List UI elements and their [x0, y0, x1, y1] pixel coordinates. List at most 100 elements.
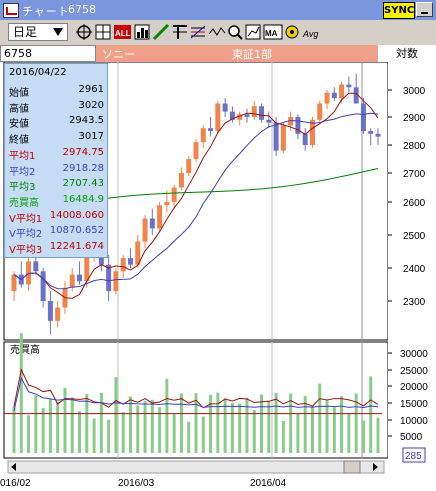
title-bar: チャート 6758 — [0, 0, 436, 20]
volume-bar — [150, 399, 154, 453]
volume-bar — [165, 379, 169, 453]
volume-bar — [172, 414, 176, 453]
all-icon[interactable]: ALL — [114, 25, 131, 39]
fibonacci-icon[interactable] — [190, 25, 206, 39]
volume-bar — [230, 402, 234, 453]
scroll-value: 285 — [405, 451, 422, 462]
cursor-icon[interactable] — [95, 24, 111, 40]
candle-body — [11, 274, 17, 292]
volume-bar — [274, 393, 278, 453]
candle-body — [120, 258, 126, 272]
info-row: V平均1 14008.060 — [9, 210, 106, 225]
candle-body — [368, 131, 374, 134]
volume-average-line — [13, 368, 379, 409]
candle-body — [295, 117, 301, 134]
scroll-left-icon[interactable] — [11, 463, 16, 471]
info-row-label: 安値 — [9, 119, 29, 131]
gear-icon[interactable] — [285, 25, 299, 39]
candle-body — [142, 218, 148, 242]
log-scale-toggle[interactable]: 対数 — [378, 45, 436, 62]
period-select[interactable]: 日足 — [8, 23, 68, 41]
price-axis-label: 2500 — [403, 231, 426, 242]
candle-body — [69, 274, 75, 288]
volume-bar — [136, 405, 140, 453]
volume-bar — [128, 396, 132, 453]
volume-bar — [158, 407, 162, 453]
sync-button[interactable]: SYNC — [383, 2, 415, 19]
candle-body — [259, 106, 265, 120]
pen-line-icon[interactable] — [152, 23, 170, 41]
price-chart-svg[interactable]: 3000 2900 2800 2700 2600 2500 2400 2300 30000 250… — [0, 62, 436, 491]
info-row-value: 16484.9 — [62, 193, 104, 205]
candle-body — [317, 103, 323, 120]
info-row-label: V平均2 — [9, 229, 43, 241]
volume-average-line — [13, 376, 379, 412]
volume-bar — [340, 396, 344, 453]
volume-bar — [325, 400, 329, 453]
candle-body — [266, 119, 272, 123]
bar-chart-icon[interactable] — [134, 24, 150, 40]
volume-axis-label: 25000 — [400, 366, 428, 377]
info-row-label: V平均1 — [9, 213, 43, 225]
candle-body — [200, 128, 206, 143]
minimize-button[interactable] — [416, 2, 433, 17]
info-row: 始値 2961 — [9, 84, 106, 99]
info-row-value: 2961 — [78, 84, 104, 95]
volume-bar — [281, 420, 285, 453]
candle-body — [178, 173, 184, 188]
candle-body — [164, 202, 170, 206]
volume-bar — [223, 398, 227, 453]
volume-bar — [85, 394, 89, 453]
volume-panel-label: 売買高 — [10, 343, 40, 356]
candle-body — [157, 205, 163, 229]
toolbar — [0, 20, 436, 44]
candle-body — [33, 261, 39, 272]
scroll-thumb — [343, 460, 361, 474]
info-row: 平均3 2707.43 — [9, 178, 106, 193]
volume-bar — [318, 383, 322, 453]
magnifier-icon[interactable]: Avg — [302, 29, 318, 39]
candle-body — [346, 84, 352, 88]
info-row-value: 3020 — [78, 99, 104, 111]
all-icon-label: ALL — [115, 29, 131, 38]
ma-icon[interactable]: MA — [263, 24, 283, 40]
volume-bar — [12, 406, 16, 453]
candle-body — [127, 258, 133, 265]
price-axis-label: 2400 — [403, 264, 426, 275]
volume-bar — [310, 406, 314, 453]
volume-bar — [296, 413, 300, 453]
candle-body — [193, 142, 199, 159]
volume-bar — [121, 412, 125, 453]
candle-body — [331, 92, 337, 99]
volume-bar — [201, 416, 205, 453]
candle-body — [106, 264, 112, 292]
symbol-code[interactable]: 6758 — [0, 45, 96, 62]
candle-body — [324, 92, 330, 104]
price-axis-label: 2900 — [403, 113, 426, 124]
wave-icon[interactable] — [208, 27, 226, 36]
market-name: 東証1部 — [232, 48, 272, 61]
info-row-label: 高値 — [9, 103, 29, 115]
symbol-info-bar: 6758 ソニー 東証1部 対数 — [0, 45, 436, 62]
candle-body — [375, 133, 381, 137]
info-row: 平均1 2974.75 — [9, 147, 106, 162]
zoom-icon[interactable] — [228, 25, 243, 40]
date-axis-label: 2016/04 — [250, 478, 287, 489]
fork-icon[interactable] — [173, 25, 187, 39]
volume-bar — [245, 397, 249, 453]
candle-body — [26, 261, 32, 285]
moving-average-line — [13, 92, 379, 299]
scroll-right-icon[interactable] — [373, 463, 378, 471]
toolbar-icons: ALL MA Avg — [76, 23, 318, 41]
info-row: 安値 2943.5 — [9, 115, 106, 131]
volume-bar — [114, 377, 118, 453]
grid-icon[interactable] — [245, 24, 261, 40]
volume-bar — [179, 393, 183, 453]
candle-body — [77, 274, 83, 282]
volume-bar — [63, 387, 67, 453]
info-row: V平均2 10870.652 — [9, 225, 106, 241]
info-row: V平均3 12241.674 — [9, 241, 106, 256]
target-icon[interactable] — [76, 24, 92, 40]
h-scrollbar — [7, 460, 385, 474]
info-row: 終値 3017 — [9, 131, 106, 146]
